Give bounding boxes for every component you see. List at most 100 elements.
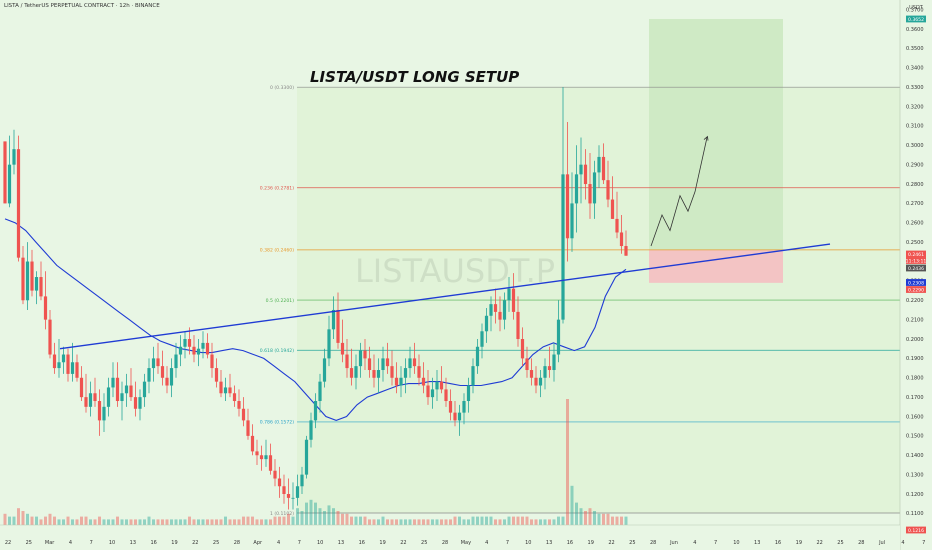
candle-body bbox=[34, 277, 39, 291]
y-tick-label: 0.2000 bbox=[906, 337, 924, 343]
y-tick-label: 0.2100 bbox=[906, 317, 924, 323]
x-tick-label: 25 bbox=[213, 540, 219, 546]
x-tick-label: 22 bbox=[816, 540, 822, 546]
volume-bar bbox=[30, 516, 34, 525]
candle-body bbox=[412, 358, 417, 367]
volume-bar bbox=[17, 508, 20, 525]
x-tick-label: 25 bbox=[421, 540, 427, 546]
candle-body bbox=[174, 354, 178, 369]
volume-bar bbox=[12, 516, 16, 525]
volume-bar bbox=[269, 519, 272, 525]
candle-body bbox=[426, 385, 430, 398]
candle-body bbox=[372, 370, 376, 378]
volume-bar bbox=[593, 511, 596, 525]
volume-bar bbox=[233, 519, 236, 525]
candle-body bbox=[237, 401, 241, 409]
volume-bar bbox=[174, 519, 178, 525]
candle-body bbox=[502, 300, 507, 320]
volume-bar bbox=[129, 519, 133, 525]
y-tick-label: 0.1300 bbox=[906, 472, 924, 478]
candle-body bbox=[556, 319, 561, 355]
candle-body bbox=[12, 149, 16, 165]
volume-bar bbox=[8, 516, 11, 525]
candle-body bbox=[516, 311, 520, 340]
candle-body bbox=[318, 381, 322, 402]
volume-bar bbox=[296, 508, 299, 525]
volume-bar bbox=[525, 516, 529, 525]
candle-body bbox=[192, 346, 196, 355]
price-label: 0.2308 bbox=[908, 280, 924, 286]
volume-bar bbox=[282, 516, 286, 525]
volume-bar bbox=[449, 519, 452, 525]
volume-bar bbox=[584, 511, 587, 525]
price-label-box bbox=[906, 286, 926, 293]
volume-bar bbox=[602, 513, 605, 525]
x-tick-label: 28 bbox=[650, 540, 656, 546]
candle-body bbox=[480, 331, 484, 347]
volume-bar bbox=[534, 519, 538, 525]
candle-body bbox=[300, 474, 304, 487]
candle-body bbox=[295, 486, 300, 498]
volume-bar bbox=[530, 519, 533, 525]
volume-bar bbox=[237, 519, 241, 525]
volume-bar bbox=[539, 519, 542, 525]
volume-bar bbox=[53, 516, 56, 525]
candle-body bbox=[223, 387, 228, 394]
volume-bar bbox=[183, 519, 187, 525]
candle-body bbox=[102, 406, 106, 421]
candle-body bbox=[597, 156, 601, 173]
volume-bar bbox=[84, 516, 88, 525]
candle-body bbox=[66, 354, 70, 374]
volume-bar bbox=[134, 519, 137, 525]
volume-bar bbox=[620, 516, 623, 525]
y-tick-label: 0.2900 bbox=[906, 162, 924, 168]
candle-body bbox=[331, 309, 336, 330]
volume-bar bbox=[242, 516, 245, 525]
candle-body bbox=[462, 401, 466, 413]
symbol-header: LISTA / TetherUS PERPETUAL CONTRACT · 12… bbox=[4, 3, 160, 9]
volume-bar bbox=[228, 519, 232, 525]
volume-bar bbox=[498, 519, 502, 525]
volume-bar bbox=[57, 519, 61, 525]
volume-bar bbox=[480, 516, 484, 525]
price-label: 0.2290 bbox=[908, 287, 924, 293]
candle-body bbox=[7, 164, 12, 204]
volume-bar bbox=[107, 519, 110, 525]
volume-bar bbox=[179, 519, 182, 525]
volume-bar bbox=[147, 516, 151, 525]
y-tick-label: 0.3300 bbox=[906, 85, 924, 91]
volume-bar bbox=[48, 513, 52, 525]
candle-body bbox=[21, 257, 25, 301]
y-tick-label: 0.1700 bbox=[906, 395, 924, 401]
candle-body bbox=[574, 174, 579, 204]
x-tick-label: 25 bbox=[837, 540, 843, 546]
candle-body bbox=[111, 377, 115, 388]
candle-body bbox=[183, 339, 187, 347]
x-tick-label: 4 bbox=[277, 540, 280, 546]
candle-body bbox=[376, 370, 381, 378]
candle-body bbox=[160, 366, 165, 378]
candle-body bbox=[201, 342, 205, 349]
price-label: 11:13:11 bbox=[906, 258, 927, 264]
volume-bar bbox=[363, 516, 367, 525]
candle-body bbox=[246, 420, 250, 436]
candle-body bbox=[457, 412, 462, 421]
target-zone bbox=[649, 18, 783, 250]
volume-bar bbox=[462, 519, 466, 525]
volume-bar bbox=[543, 519, 547, 525]
volume-bar bbox=[354, 516, 358, 525]
candle-body bbox=[507, 288, 511, 301]
x-tick-label: 13 bbox=[546, 540, 552, 546]
candle-body bbox=[79, 377, 84, 398]
y-tick-label: 0.1100 bbox=[906, 511, 924, 517]
candle-body bbox=[565, 174, 570, 239]
volume-bar bbox=[368, 519, 371, 525]
volume-bar bbox=[35, 516, 38, 525]
volume-bar bbox=[431, 519, 434, 525]
candle-body bbox=[399, 377, 403, 386]
y-tick-label: 0.2700 bbox=[906, 201, 924, 207]
candle-body bbox=[205, 342, 210, 355]
volume-bar bbox=[516, 516, 520, 525]
candle-body bbox=[381, 358, 385, 371]
x-tick-label: 22 bbox=[608, 540, 614, 546]
